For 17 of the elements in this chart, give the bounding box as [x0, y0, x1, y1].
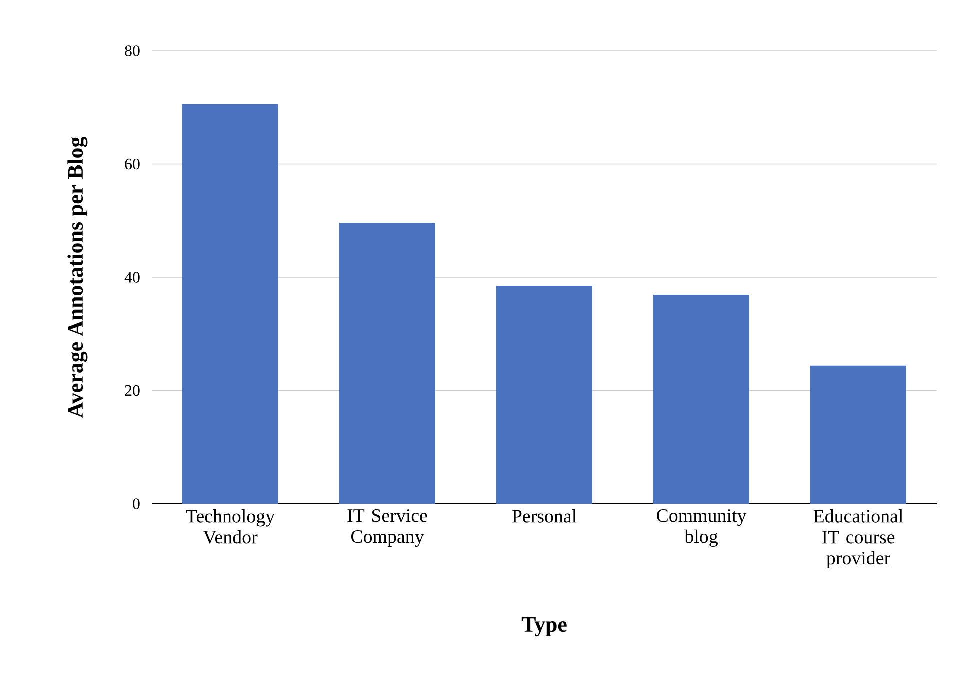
x-tick-label: Educational IT course provider: [814, 510, 904, 569]
bar: [182, 104, 279, 504]
x-tick-label: IT Service Company: [348, 510, 428, 548]
bar: [496, 286, 593, 504]
bar: [340, 223, 436, 504]
y-tick-label: 20: [125, 385, 140, 396]
bar: [654, 295, 750, 504]
x-tick-label: Technology Vendor: [186, 510, 275, 544]
y-tick-label: 40: [124, 272, 140, 283]
x-tick-label: Community blog: [657, 510, 747, 548]
y-tick-label: 80: [125, 46, 140, 56]
x-axis-title: Type: [522, 618, 567, 637]
bar: [810, 366, 907, 504]
y-tick-label: 60: [125, 158, 140, 170]
y-tick-label: 0: [133, 498, 140, 510]
y-axis-title: Average Annotations per Blog: [68, 137, 88, 418]
x-tick-label: Personal: [512, 510, 577, 523]
